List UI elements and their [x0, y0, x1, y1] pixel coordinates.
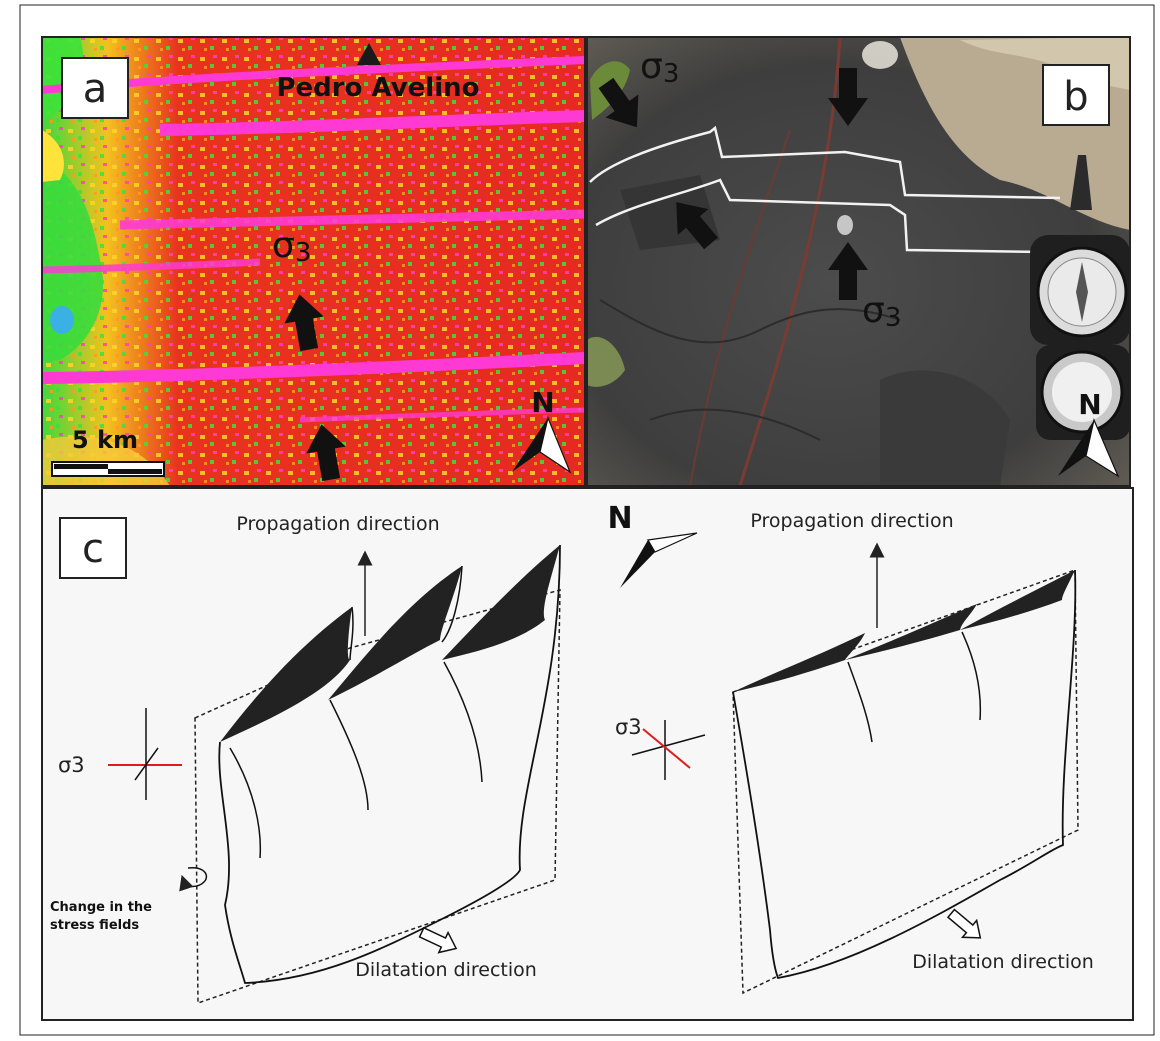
- north-arrow-a-icon: N: [512, 386, 572, 474]
- stress-change-note: Change in the stress fields: [50, 867, 208, 933]
- propagation-arrow-left: Propagation direction: [236, 513, 440, 636]
- svg-text:stress fields: stress fields: [50, 918, 139, 933]
- town-triangle-icon: [357, 43, 381, 65]
- dilatation-arrow-left-icon: [418, 926, 458, 954]
- svg-text:N: N: [607, 501, 632, 536]
- panel-c-diagram: [41, 487, 1134, 1021]
- sigma-arrow-b2-icon: [828, 68, 868, 126]
- sigma3-marker-left: σ3: [58, 708, 182, 800]
- dilatation-label-right: Dilatation direction: [912, 951, 1094, 973]
- propagation-arrow-right: Propagation direction: [750, 510, 954, 628]
- panel-c-label-box: c: [59, 517, 127, 579]
- compass-icon: [1030, 155, 1130, 440]
- panel-b-sigma-top: σ3: [640, 46, 679, 89]
- svg-text:N: N: [1078, 388, 1101, 421]
- panel-b-label: b: [1063, 74, 1088, 120]
- panel-b-label-box: b: [1042, 64, 1110, 126]
- dilatation-label-left: Dilatation direction: [355, 959, 537, 981]
- sigma-arrow-up-icon: [306, 424, 346, 482]
- fracture-diagram-right: [732, 568, 1079, 995]
- sigma-subscript: 3: [295, 238, 312, 268]
- svg-text:N: N: [531, 386, 554, 419]
- svg-text:σ3: σ3: [272, 225, 311, 268]
- rotation-arrow-icon: [179, 867, 208, 892]
- figure-frame: [19, 4, 1155, 1036]
- panel-a-label-box: a: [61, 57, 129, 119]
- sigma-arrow-b4-icon: [828, 242, 868, 300]
- panel-b-photo: [586, 36, 1131, 487]
- svg-text:σ3: σ3: [640, 46, 679, 89]
- panel-b-sigma-bottom: σ3: [862, 290, 901, 333]
- sigma-arrow-down-icon: [284, 294, 324, 352]
- svg-text:σ3: σ3: [862, 290, 901, 333]
- panel-c-label: c: [82, 526, 104, 572]
- north-arrow-c-icon: N: [607, 501, 698, 588]
- scale-bar: 5 km: [51, 426, 165, 477]
- panel-a-sigma-label: σ3: [272, 225, 311, 268]
- dilatation-arrow-right-icon: [946, 908, 982, 939]
- propagation-label-left: Propagation direction: [236, 513, 439, 535]
- sigma-arrow-b1-icon: [598, 77, 639, 128]
- sigma-symbol: σ: [272, 225, 295, 266]
- north-arrow-b-icon: N: [1058, 388, 1120, 478]
- place-name: Pedro Avelino: [276, 73, 479, 103]
- svg-text:Change in the: Change in the: [50, 900, 152, 915]
- pedro-avelino-marker: Pedro Avelino: [276, 43, 480, 103]
- sigma3-marker-right: σ3: [615, 715, 706, 780]
- propagation-label-right: Propagation direction: [750, 510, 953, 532]
- fracture-diagram-left: [194, 544, 561, 1005]
- panel-a-map: [41, 36, 586, 487]
- panel-a-label: a: [83, 66, 108, 112]
- scale-label: 5 km: [72, 426, 138, 454]
- svg-text:σ3: σ3: [58, 753, 85, 777]
- sigma-arrow-b3-icon: [676, 202, 718, 250]
- svg-text:σ3: σ3: [615, 715, 642, 739]
